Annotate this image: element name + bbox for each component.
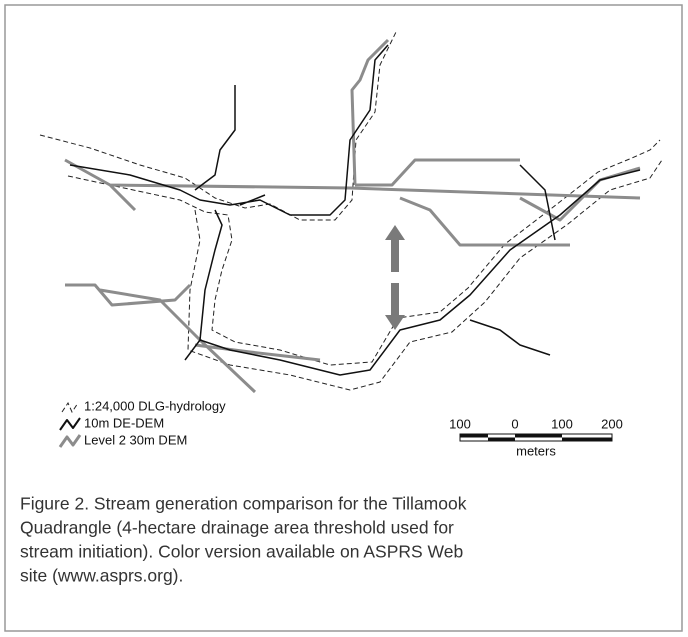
scale-label: 0 — [511, 416, 518, 431]
map — [39, 31, 663, 394]
dem10-stream — [69, 44, 641, 376]
scale-label: 100 — [449, 416, 471, 431]
legend-label: 1:24,000 DLG-hydrology — [84, 398, 226, 413]
frame — [4, 4, 683, 632]
caption-line: stream initiation). Color version availa… — [20, 542, 463, 562]
caption-line: Figure 2. Stream generation comparison f… — [20, 494, 467, 514]
caption-line: site (www.asprs.org). — [20, 566, 183, 586]
scale-label: 200 — [601, 416, 623, 431]
legend-swatch — [59, 417, 81, 431]
caption-line: Quadrangle (4-hectare drainage area thre… — [20, 518, 454, 538]
dem30-stream — [64, 38, 641, 394]
legend: 1:24,000 DLG-hydrology 10m DE-DEM Level … — [58, 398, 226, 448]
dlg-stream — [39, 31, 663, 391]
width-arrow — [385, 225, 405, 330]
legend-label: 10m DE-DEM — [84, 415, 164, 430]
scale-label: 100 — [551, 416, 573, 431]
scale-unit: meters — [516, 443, 556, 458]
legend-swatch — [58, 434, 82, 448]
caption: Figure 2. Stream generation comparison f… — [20, 494, 467, 586]
legend-swatch — [61, 401, 79, 414]
legend-label: Level 2 30m DEM — [84, 432, 187, 447]
scale-bar: 100 0 100 200 meters — [449, 416, 623, 458]
